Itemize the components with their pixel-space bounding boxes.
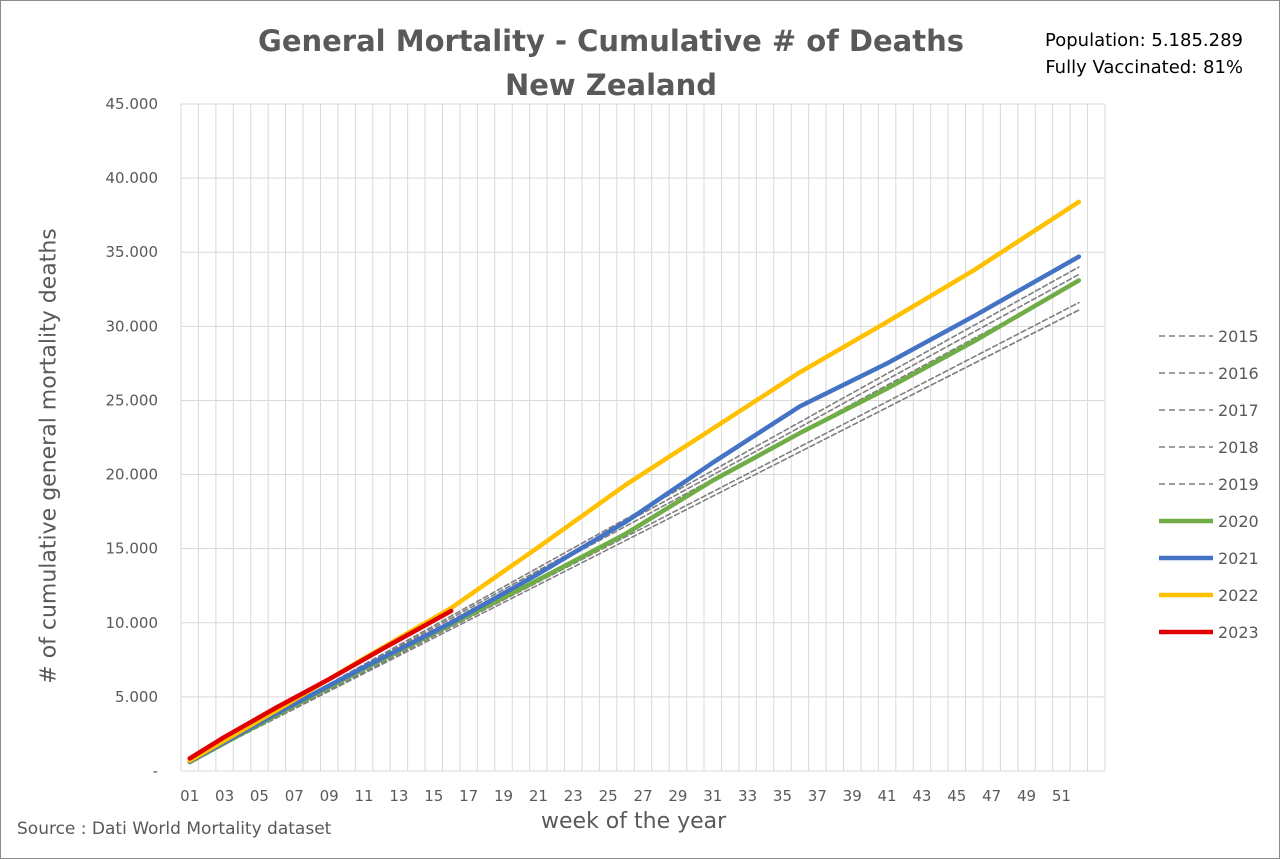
x-tick-label: 49	[1017, 787, 1036, 805]
y-tick-label: 35.000	[106, 243, 159, 261]
chart-title-line-1: General Mortality - Cumulative # of Deat…	[258, 24, 964, 58]
legend-label-2023: 2023	[1218, 623, 1259, 642]
x-tick-label: 37	[808, 787, 827, 805]
legend-label-2021: 2021	[1218, 549, 1259, 568]
population-text: Population: 5.185.289	[1045, 30, 1243, 51]
legend-label-2016: 2016	[1218, 364, 1259, 383]
x-tick-label: 39	[843, 787, 862, 805]
x-tick-label: 43	[912, 787, 931, 805]
x-tick-label: 07	[285, 787, 304, 805]
x-tick-label: 47	[982, 787, 1001, 805]
x-tick-labels: 01 03 05 07 09 11 13 15 17 19 21 23 25 27 29 31 33 35 37 39…	[180, 787, 1071, 805]
legend-label-2015: 2015	[1218, 327, 1259, 346]
x-tick-label: 35	[773, 787, 792, 805]
x-tick-label: 09	[320, 787, 339, 805]
y-tick-label: 15.000	[106, 540, 159, 558]
legend-label-2017: 2017	[1218, 401, 1259, 420]
legend-label-2019: 2019	[1218, 475, 1259, 494]
x-tick-label: 21	[529, 787, 548, 805]
x-tick-label: 17	[459, 787, 478, 805]
x-tick-label: 31	[703, 787, 722, 805]
x-axis-label: week of the year	[541, 809, 727, 834]
x-tick-label: 11	[355, 787, 374, 805]
legend-label-2020: 2020	[1218, 512, 1259, 531]
legend-label-2022: 2022	[1218, 586, 1259, 605]
y-tick-label: 20.000	[106, 466, 159, 484]
source-note: Source : Dati World Mortality dataset	[17, 819, 332, 839]
chart-title-line-2: New Zealand	[504, 68, 717, 102]
chart-title: General Mortality - Cumulative # of Deat…	[251, 19, 971, 107]
series-line-2023	[187, 608, 454, 761]
legend: 2015 2016 2017 2018 2019 2020 2021 2022 2023	[1159, 327, 1259, 642]
x-tick-label: 25	[599, 787, 618, 805]
x-tick-label: 01	[180, 787, 199, 805]
y-tick-label: 45.000	[106, 95, 159, 113]
x-tick-label: 13	[389, 787, 408, 805]
x-tick-label: 19	[494, 787, 513, 805]
x-tick-label: 03	[215, 787, 234, 805]
x-tick-label: 27	[633, 787, 652, 805]
x-tick-label: 33	[738, 787, 757, 805]
x-tick-label: 29	[668, 787, 687, 805]
x-tick-label: 51	[1052, 787, 1071, 805]
x-tick-label: 05	[250, 787, 269, 805]
x-tick-label: 45	[947, 787, 966, 805]
x-tick-label: 41	[878, 787, 897, 805]
legend-label-2018: 2018	[1218, 438, 1259, 457]
y-tick-label: 40.000	[106, 169, 159, 187]
y-tick-label: 30.000	[106, 317, 159, 335]
x-tick-label: 23	[564, 787, 583, 805]
y-tick-labels: - 5.000 10.000 15.000 20.000 25.000 30.000 35.0…	[106, 95, 159, 780]
y-tick-label: -	[153, 762, 158, 780]
population-info: Population: 5.185.289 Fully Vaccinated: …	[1045, 27, 1243, 81]
gridlines	[180, 103, 1106, 772]
y-tick-label: 25.000	[106, 391, 159, 409]
y-tick-label: 10.000	[106, 614, 159, 632]
x-tick-label: 15	[424, 787, 443, 805]
vaccinated-text: Fully Vaccinated: 81%	[1045, 57, 1243, 78]
series-lines	[187, 199, 1082, 765]
y-tick-label: 5.000	[115, 688, 158, 706]
series-line-2015	[188, 309, 1080, 763]
series-line-2016	[188, 301, 1080, 763]
series-line-2021	[187, 254, 1082, 764]
